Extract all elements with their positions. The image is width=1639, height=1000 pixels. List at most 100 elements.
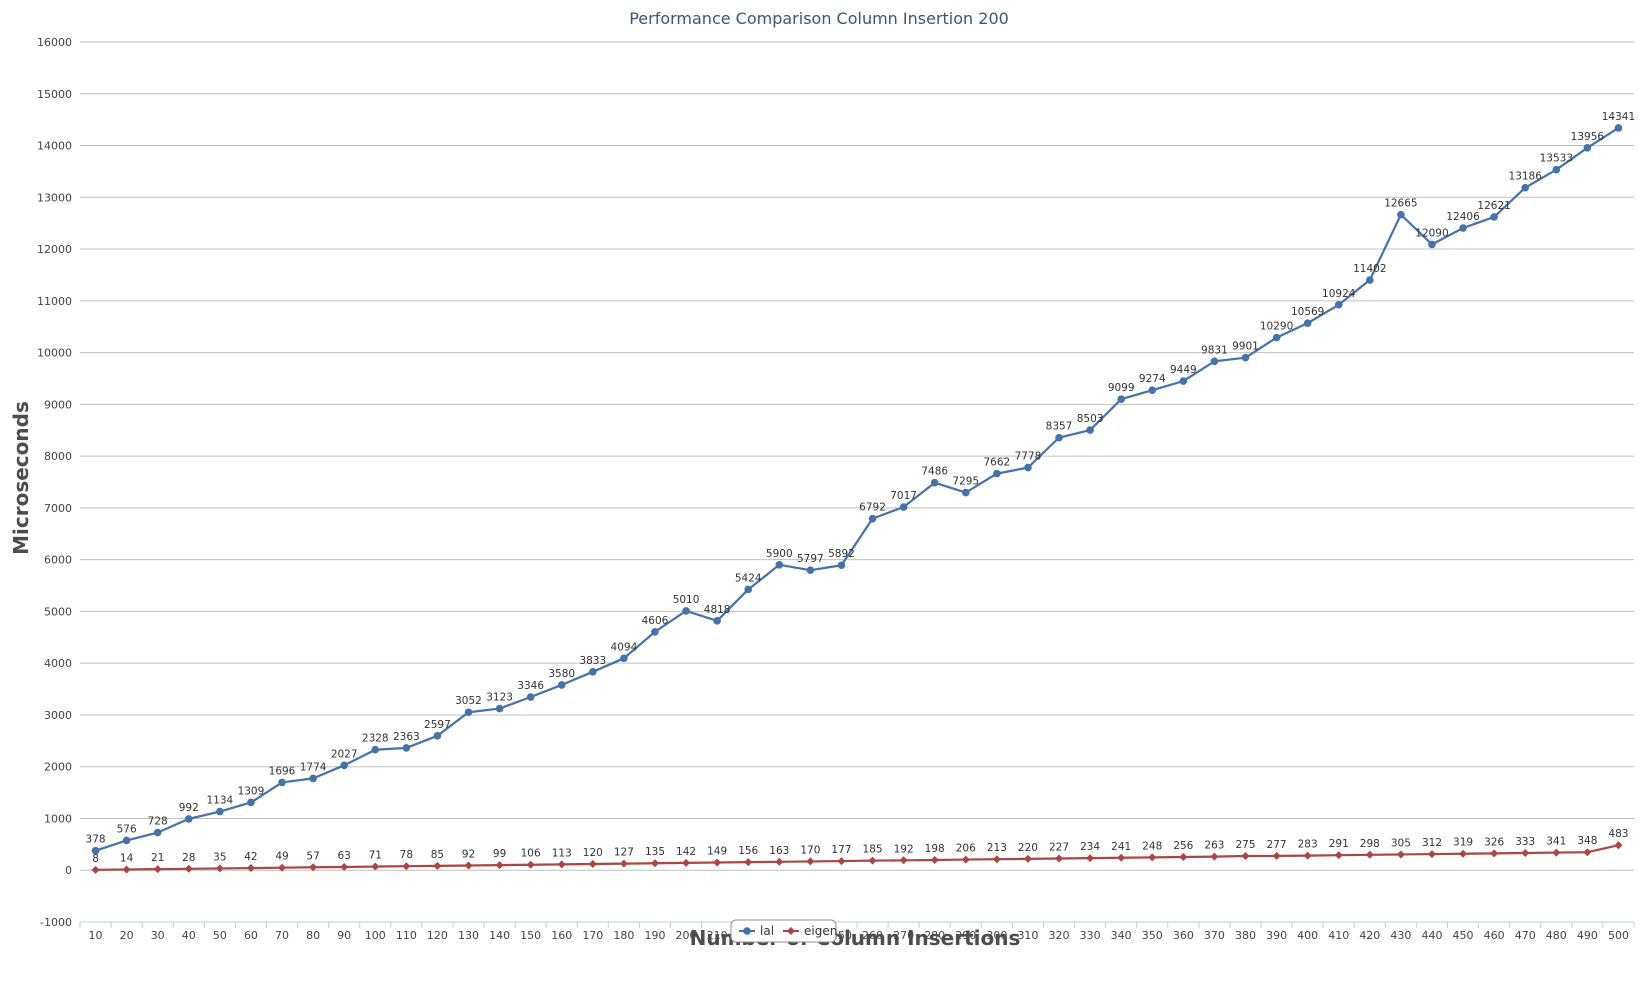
data-point-eigen <box>1490 849 1499 858</box>
data-label-eigen: 14 <box>120 853 134 865</box>
data-point-lal <box>278 778 286 787</box>
data-label-eigen: 49 <box>275 851 288 863</box>
data-label-lal: 576 <box>117 823 137 835</box>
data-label-eigen: 319 <box>1453 837 1473 849</box>
data-point-eigen <box>619 859 628 868</box>
data-point-eigen <box>961 855 970 864</box>
x-tick-label: 210 <box>707 929 728 942</box>
data-label-lal: 9099 <box>1108 382 1135 394</box>
data-point-lal <box>495 704 504 713</box>
x-tick-label: 190 <box>644 929 665 942</box>
data-point-lal <box>1366 276 1374 284</box>
data-point-eigen <box>806 857 815 866</box>
y-tick-label: 4000 <box>44 657 72 670</box>
y-tick-label: 6000 <box>44 554 72 567</box>
data-label-eigen: 312 <box>1422 837 1442 849</box>
data-label-lal: 7017 <box>890 490 917 502</box>
y-tick-label: 2000 <box>44 761 72 774</box>
data-label-lal: 12406 <box>1446 211 1480 223</box>
data-label-eigen: 85 <box>431 849 444 861</box>
x-tick-label: 340 <box>1111 929 1132 942</box>
data-point-lal <box>1334 300 1343 309</box>
x-tick-label: 400 <box>1297 929 1318 942</box>
x-tick-label: 80 <box>306 929 320 942</box>
data-point-lal <box>433 732 442 740</box>
data-point-eigen <box>588 860 597 869</box>
data-point-eigen <box>775 857 784 866</box>
data-label-lal: 3052 <box>455 695 482 707</box>
data-point-eigen <box>713 858 722 867</box>
y-tick-label: 12000 <box>37 243 72 256</box>
data-point-lal <box>899 503 908 511</box>
data-point-eigen <box>650 859 659 868</box>
data-label-lal: 1309 <box>238 785 265 797</box>
legend-marker-lal <box>743 927 751 935</box>
x-tick-label: 360 <box>1173 929 1194 942</box>
data-point-lal <box>1552 165 1561 174</box>
data-point-eigen <box>1086 854 1095 863</box>
data-point-lal <box>371 745 380 754</box>
x-tick-label: 490 <box>1577 929 1598 942</box>
y-tick-label: 5000 <box>44 605 72 618</box>
data-label-eigen: 185 <box>863 844 883 856</box>
x-tick-label: 60 <box>244 929 258 942</box>
data-point-lal <box>1583 144 1592 152</box>
data-point-eigen <box>184 864 193 873</box>
x-axis-ticks: 10 20 30 40 50 60 70 80 90 100 110 120 130 140 150 160 1… <box>79 921 1635 942</box>
data-point-lal <box>1303 319 1312 327</box>
data-point-lal <box>1210 357 1219 366</box>
data-label-eigen: 275 <box>1235 839 1255 851</box>
data-point-lal <box>651 628 659 636</box>
data-label-lal: 4818 <box>704 604 731 616</box>
data-point-eigen <box>557 860 566 869</box>
y-tick-label: 3000 <box>44 709 72 722</box>
data-label-lal: 2328 <box>362 733 389 745</box>
data-point-lal <box>1397 210 1405 219</box>
data-point-lal <box>806 566 815 574</box>
y-axis-ticks: -1000 0 1000 2000 3000 4000 5000 6000 7000 8000 90… <box>37 36 72 929</box>
data-point-lal <box>1614 124 1623 132</box>
data-label-lal: 8357 <box>1046 421 1073 433</box>
x-tick-label: 70 <box>275 929 289 942</box>
data-point-eigen <box>992 855 1001 864</box>
data-label-eigen: 348 <box>1577 835 1597 847</box>
y-tick-label: 16000 <box>37 36 72 49</box>
data-point-lal <box>184 815 193 823</box>
y-axis-title: Microseconds <box>9 401 33 555</box>
data-label-lal: 11402 <box>1353 263 1386 275</box>
data-label-eigen: 177 <box>831 844 851 856</box>
data-point-eigen <box>1148 853 1157 862</box>
data-point-lal <box>1521 183 1530 192</box>
data-label-lal: 1774 <box>300 761 327 773</box>
data-point-eigen <box>930 855 939 864</box>
data-label-lal: 5900 <box>766 548 793 560</box>
data-point-lal <box>868 514 877 523</box>
data-label-lal: 7778 <box>1015 451 1042 463</box>
data-label-eigen: 326 <box>1484 836 1504 848</box>
data-point-lal <box>91 846 100 855</box>
data-label-lal: 7295 <box>952 476 979 488</box>
data-label-eigen: 283 <box>1298 839 1318 851</box>
data-label-lal: 3580 <box>548 668 575 680</box>
x-tick-label: 300 <box>986 929 1007 942</box>
data-point-lal <box>1428 240 1436 249</box>
data-point-eigen <box>153 865 162 874</box>
x-tick-label: 130 <box>458 929 479 942</box>
data-point-lal <box>930 478 939 487</box>
data-label-eigen: 213 <box>987 842 1007 854</box>
data-label-eigen: 35 <box>213 851 226 863</box>
data-label-lal: 9274 <box>1139 373 1166 385</box>
data-label-eigen: 149 <box>707 846 727 858</box>
data-label-eigen: 483 <box>1608 828 1628 840</box>
data-point-eigen <box>1427 850 1436 859</box>
data-label-eigen: 92 <box>462 848 475 860</box>
data-label-eigen: 42 <box>244 851 257 863</box>
gridlines <box>80 41 1634 923</box>
data-point-lal <box>1241 353 1250 362</box>
data-label-lal: 10924 <box>1322 288 1356 300</box>
data-point-eigen <box>1614 841 1623 850</box>
data-point-lal <box>837 561 846 570</box>
x-tick-label: 320 <box>1049 929 1070 942</box>
data-point-lal <box>1024 463 1032 472</box>
